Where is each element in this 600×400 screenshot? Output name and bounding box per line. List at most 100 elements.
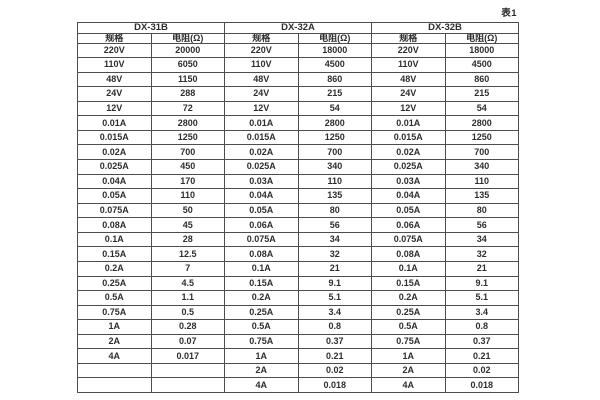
resistance-cell: 0.07 [150,333,225,350]
table-row: 0.01A 2800 0.01A 2800 0.01A 2800 [77,115,519,131]
resistance-cell: 0.017 [150,348,225,364]
resistance-cell: 28 [150,231,225,248]
resistance-cell: 54 [444,100,519,117]
resistance-cell: 80 [444,202,519,219]
spec-cell: 0.15A [224,275,299,292]
spec-cell: 0.25A [77,275,152,292]
resistance-cell: 54 [297,100,372,117]
spec-cell: 0.015A [77,129,152,146]
spec-cell: 0.01A [224,115,299,131]
spec-cell: 24V [371,86,446,102]
resistance-cell: 7 [150,260,225,277]
spec-cell: 12V [77,100,152,117]
spec-cell: 0.03A [371,173,446,190]
resistance-cell: 0.21 [297,348,372,364]
resistance-cell: 0.018 [297,377,372,393]
spec-cell: 2A [224,362,299,379]
resistance-cell: 4.5 [150,275,225,292]
resistance-cell: 215 [444,86,519,102]
spec-cell: 0.08A [371,246,446,262]
resistance-cell: 0.28 [150,319,225,335]
resistance-cell: 56 [444,217,519,233]
resistance-cell: 56 [297,217,372,233]
spec-cell: 12V [371,100,446,117]
resistance-cell: 1250 [150,129,225,146]
resistance-cell: 6050 [150,57,225,73]
spec-cell: 0.05A [224,202,299,219]
resistance-cell: 340 [297,159,372,175]
spec-cell: 0.015A [224,129,299,146]
resistance-cell: 110 [444,173,519,190]
resistance-cell: 72 [150,100,225,117]
table-row: 0.025A 450 0.025A 340 0.025A 340 [77,159,519,175]
resistance-cell: 21 [297,260,372,277]
resistance-cell: 1150 [150,71,225,88]
table-row: 0.15A 12.5 0.08A 32 0.08A 32 [77,246,519,262]
spec-cell: 1A [371,348,446,364]
spec-cell: 0.075A [371,231,446,248]
resistance-cell: 170 [150,173,225,190]
spec-cell: 0.03A [224,173,299,190]
spec-cell: 0.2A [371,290,446,306]
table-row: 0.05A 110 0.04A 135 0.04A 135 [77,188,519,204]
spec-cell: 220V [224,42,299,59]
table-row: 0.04A 170 0.03A 110 0.03A 110 [77,173,519,190]
resistance-cell: 5.1 [297,290,372,306]
spec-cell: 0.025A [224,159,299,175]
resistance-cell: 20000 [150,42,225,59]
table-caption: 表1 [501,8,517,19]
spec-cell: 0.08A [77,217,152,233]
spec-cell: 4A [371,377,446,393]
col-header-spec: 规格 [371,32,446,44]
spec-cell: 0.015A [371,129,446,146]
spec-cell: 0.025A [371,159,446,175]
spec-cell: 0.75A [224,333,299,350]
spec-cell: 0.01A [77,115,152,131]
table-row: 0.015A 1250 0.015A 1250 0.015A 1250 [77,129,519,146]
resistance-cell [150,377,225,393]
table-row: 12V 72 12V 54 12V 54 [77,100,519,117]
table-row: 48V 1150 48V 860 48V 860 [77,71,519,88]
spec-cell: 12V [224,100,299,117]
table-body: 220V 20000 220V 18000 220V 18000 110V 6050 110V 4… [77,42,519,393]
spec-cell: 0.75A [371,333,446,350]
table-row: 1A 0.28 0.5A 0.8 0.5A 0.8 [77,319,519,335]
resistance-cell: 4500 [297,57,372,73]
spec-cell: 110V [371,57,446,73]
resistance-cell: 288 [150,86,225,102]
resistance-cell: 3.4 [444,304,519,321]
resistance-cell: 1250 [297,129,372,146]
resistance-cell [150,362,225,379]
table-row: 0.2A 7 0.1A 21 0.1A 21 [77,260,519,277]
spec-cell: 0.075A [224,231,299,248]
spec-cell: 0.02A [371,144,446,160]
spec-cell: 0.75A [77,304,152,321]
resistance-cell: 110 [150,188,225,204]
spec-cell: 1A [77,319,152,335]
table-row: 4A 0.017 1A 0.21 1A 0.21 [77,348,519,364]
table-row: 0.08A 45 0.06A 56 0.06A 56 [77,217,519,233]
table-head: DX-31B DX-32A DX-32B 规格 电阻(Ω) 规格 电阻(Ω) 规… [77,22,519,44]
resistance-cell: 0.37 [297,333,372,350]
resistance-cell: 340 [444,159,519,175]
spec-cell: 220V [77,42,152,59]
resistance-cell: 700 [297,144,372,160]
spec-cell: 48V [77,71,152,88]
resistance-cell: 50 [150,202,225,219]
resistance-cell: 0.8 [297,319,372,335]
table-row: 0.1A 28 0.075A 34 0.075A 34 [77,231,519,248]
table-row: 0.075A 50 0.05A 80 0.05A 80 [77,202,519,219]
resistance-cell: 860 [444,71,519,88]
table-row: 0.75A 0.5 0.25A 3.4 0.25A 3.4 [77,304,519,321]
spec-cell: 0.06A [371,217,446,233]
resistance-cell: 0.02 [444,362,519,379]
resistance-cell: 80 [297,202,372,219]
resistance-cell: 12.5 [150,246,225,262]
spec-cell: 0.25A [371,304,446,321]
col-header-resistance: 电阻(Ω) [297,32,372,44]
resistance-cell: 135 [297,188,372,204]
spec-cell: 0.15A [371,275,446,292]
resistance-cell: 34 [297,231,372,248]
spec-cell: 110V [224,57,299,73]
table-row: 2A 0.02 2A 0.02 [77,362,519,379]
